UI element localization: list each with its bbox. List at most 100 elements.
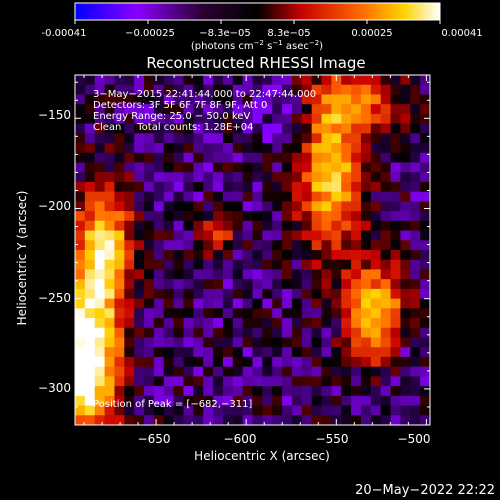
heatmap-cell <box>380 133 392 144</box>
heatmap-cell <box>360 366 372 377</box>
heatmap-cell <box>380 230 392 241</box>
heatmap-cell <box>272 191 283 202</box>
heatmap-cell <box>94 133 106 144</box>
heatmap-cell <box>400 405 411 416</box>
heatmap-cell <box>242 220 254 232</box>
heatmap-cell <box>410 327 421 339</box>
heatmap-cell <box>301 269 313 280</box>
heatmap-cell <box>232 318 244 329</box>
heatmap-cell <box>291 230 303 241</box>
heatmap-cell <box>193 395 204 407</box>
heatmap-cell <box>380 298 392 309</box>
heatmap-cell <box>410 288 421 300</box>
heatmap-cell <box>75 220 86 232</box>
heatmap-cell <box>321 298 332 309</box>
heatmap-cell <box>203 318 214 329</box>
heatmap-cell <box>242 395 254 407</box>
heatmap-cell <box>410 143 421 154</box>
heatmap-cell <box>124 113 135 125</box>
heatmap-cell <box>203 327 214 339</box>
heatmap-cell <box>420 405 430 416</box>
heatmap-cell <box>400 84 411 96</box>
heatmap-cell <box>183 152 194 164</box>
heatmap-cell <box>114 386 125 397</box>
heatmap-cell <box>420 133 430 144</box>
heatmap-cell <box>75 386 86 397</box>
heatmap-cell <box>370 143 382 154</box>
heatmap-cell <box>351 415 362 425</box>
heatmap-cell <box>272 356 283 368</box>
heatmap-cell <box>420 152 430 164</box>
heatmap-cell <box>134 162 145 173</box>
heatmap-cell <box>203 298 214 309</box>
heatmap-cell <box>370 288 382 300</box>
heatmap-cell <box>124 259 135 271</box>
heatmap-cell <box>311 347 323 358</box>
heatmap-cell <box>183 201 194 212</box>
heatmap-cell <box>94 269 106 280</box>
heatmap-cell <box>75 172 86 183</box>
heatmap-cell <box>134 84 145 96</box>
heatmap-cell <box>203 201 214 212</box>
heatmap-cell <box>420 181 430 193</box>
heatmap-cell <box>331 240 342 251</box>
heatmap-cell <box>242 366 254 377</box>
heatmap-cell <box>183 395 194 407</box>
heatmap-cell <box>390 298 402 309</box>
heatmap-cell <box>311 308 323 319</box>
heatmap-cell <box>173 376 185 387</box>
heatmap-cell <box>84 395 96 407</box>
heatmap-cell <box>351 211 362 222</box>
heatmap-cell <box>183 405 194 416</box>
heatmap-cell <box>262 152 273 164</box>
heatmap-cell <box>410 376 421 387</box>
heatmap-cell <box>153 405 165 416</box>
heatmap-cell <box>252 395 263 407</box>
heatmap-cell <box>390 356 402 368</box>
heatmap-cell <box>341 230 352 241</box>
heatmap-cell <box>75 240 86 251</box>
heatmap-cell <box>232 288 244 300</box>
heatmap-cell <box>173 327 185 339</box>
heatmap-cell <box>213 318 224 329</box>
heatmap-cell <box>183 356 194 368</box>
heatmap-cell <box>380 376 392 387</box>
heatmap-cell <box>301 133 313 144</box>
heatmap-cell <box>75 75 86 86</box>
heatmap-cell <box>94 113 106 125</box>
heatmap-cell <box>75 327 86 339</box>
heatmap-cell <box>163 356 175 368</box>
heatmap-cell <box>331 308 342 319</box>
heatmap-cell <box>282 220 293 232</box>
heatmap-cell <box>193 211 204 222</box>
heatmap-cell <box>75 250 86 261</box>
heatmap-cell <box>301 75 313 86</box>
heatmap-cell <box>203 113 214 125</box>
heatmap-cell <box>222 84 234 96</box>
heatmap-cell <box>94 347 106 358</box>
heatmap-cell <box>370 337 382 348</box>
heatmap-cell <box>252 75 263 86</box>
heatmap-cell <box>114 75 125 86</box>
heatmap-cell <box>351 162 362 173</box>
heatmap-cell <box>163 162 175 173</box>
heatmap-cell <box>222 250 234 261</box>
heatmap-cell <box>75 133 86 144</box>
heatmap-cell <box>163 172 175 183</box>
heatmap-cell <box>94 220 106 232</box>
heatmap-cell <box>153 230 165 241</box>
heatmap-cell <box>84 152 96 164</box>
heatmap-cell <box>84 201 96 212</box>
heatmap-cell <box>360 104 372 115</box>
heatmap-cell <box>193 162 204 173</box>
heatmap-cell <box>153 308 165 319</box>
colorbar-tick-label: −8.3e−05 <box>199 28 251 39</box>
heatmap-cell <box>380 415 392 425</box>
heatmap-cell <box>193 201 204 212</box>
heatmap-cell <box>144 240 155 251</box>
heatmap-cell <box>262 405 273 416</box>
heatmap-cell <box>370 395 382 407</box>
heatmap-cell <box>242 327 254 339</box>
heatmap-cell <box>232 113 244 125</box>
heatmap-cell <box>400 201 411 212</box>
